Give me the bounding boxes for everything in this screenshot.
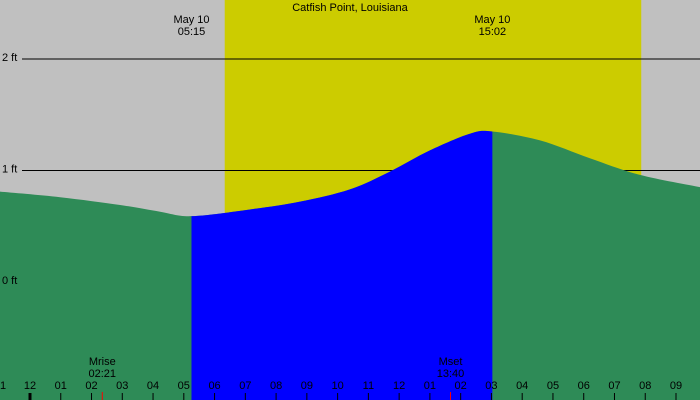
- moon-time: 13:40: [437, 368, 465, 380]
- x-tick-label: 01: [55, 380, 67, 392]
- x-tick-label: 09: [670, 380, 682, 392]
- x-tick-label: 1: [0, 380, 6, 392]
- moon-label: Mrise: [89, 356, 116, 368]
- x-tick-label: 06: [208, 380, 220, 392]
- x-tick-label: 02: [85, 380, 97, 392]
- event-time: 15:02: [479, 26, 507, 38]
- x-tick-label: 11: [363, 380, 374, 392]
- x-tick-label: 06: [578, 380, 590, 392]
- x-tick-label: 10: [331, 380, 343, 392]
- event-date: May 10: [474, 14, 510, 26]
- rising-tide-area: [191, 130, 493, 400]
- moon-time: 02:21: [89, 368, 117, 380]
- y-tick-label: 1 ft: [2, 163, 17, 175]
- y-tick-label: 2 ft: [2, 52, 17, 64]
- x-tick-label: 03: [485, 380, 497, 392]
- x-tick-label: 07: [239, 380, 251, 392]
- x-tick-label: 04: [147, 380, 159, 392]
- x-tick-label: 05: [547, 380, 559, 392]
- x-tick-label: 01: [424, 380, 436, 392]
- moon-label: Mset: [439, 356, 463, 368]
- y-tick-label: 0 ft: [2, 275, 17, 287]
- event-date: May 10: [173, 14, 209, 26]
- chart-title: Catfish Point, Louisiana: [292, 2, 408, 14]
- x-tick-label: 04: [516, 380, 528, 392]
- x-tick-label: 02: [455, 380, 467, 392]
- x-tick-label: 09: [301, 380, 313, 392]
- x-tick-label: 12: [393, 380, 405, 392]
- x-tick-label: 07: [608, 380, 620, 392]
- x-tick-label: 03: [116, 380, 128, 392]
- x-tick-label: 12: [24, 380, 36, 392]
- x-tick-label: 08: [270, 380, 282, 392]
- event-time: 05:15: [178, 26, 206, 38]
- x-tick-label: 05: [178, 380, 190, 392]
- x-tick-label: 08: [639, 380, 651, 392]
